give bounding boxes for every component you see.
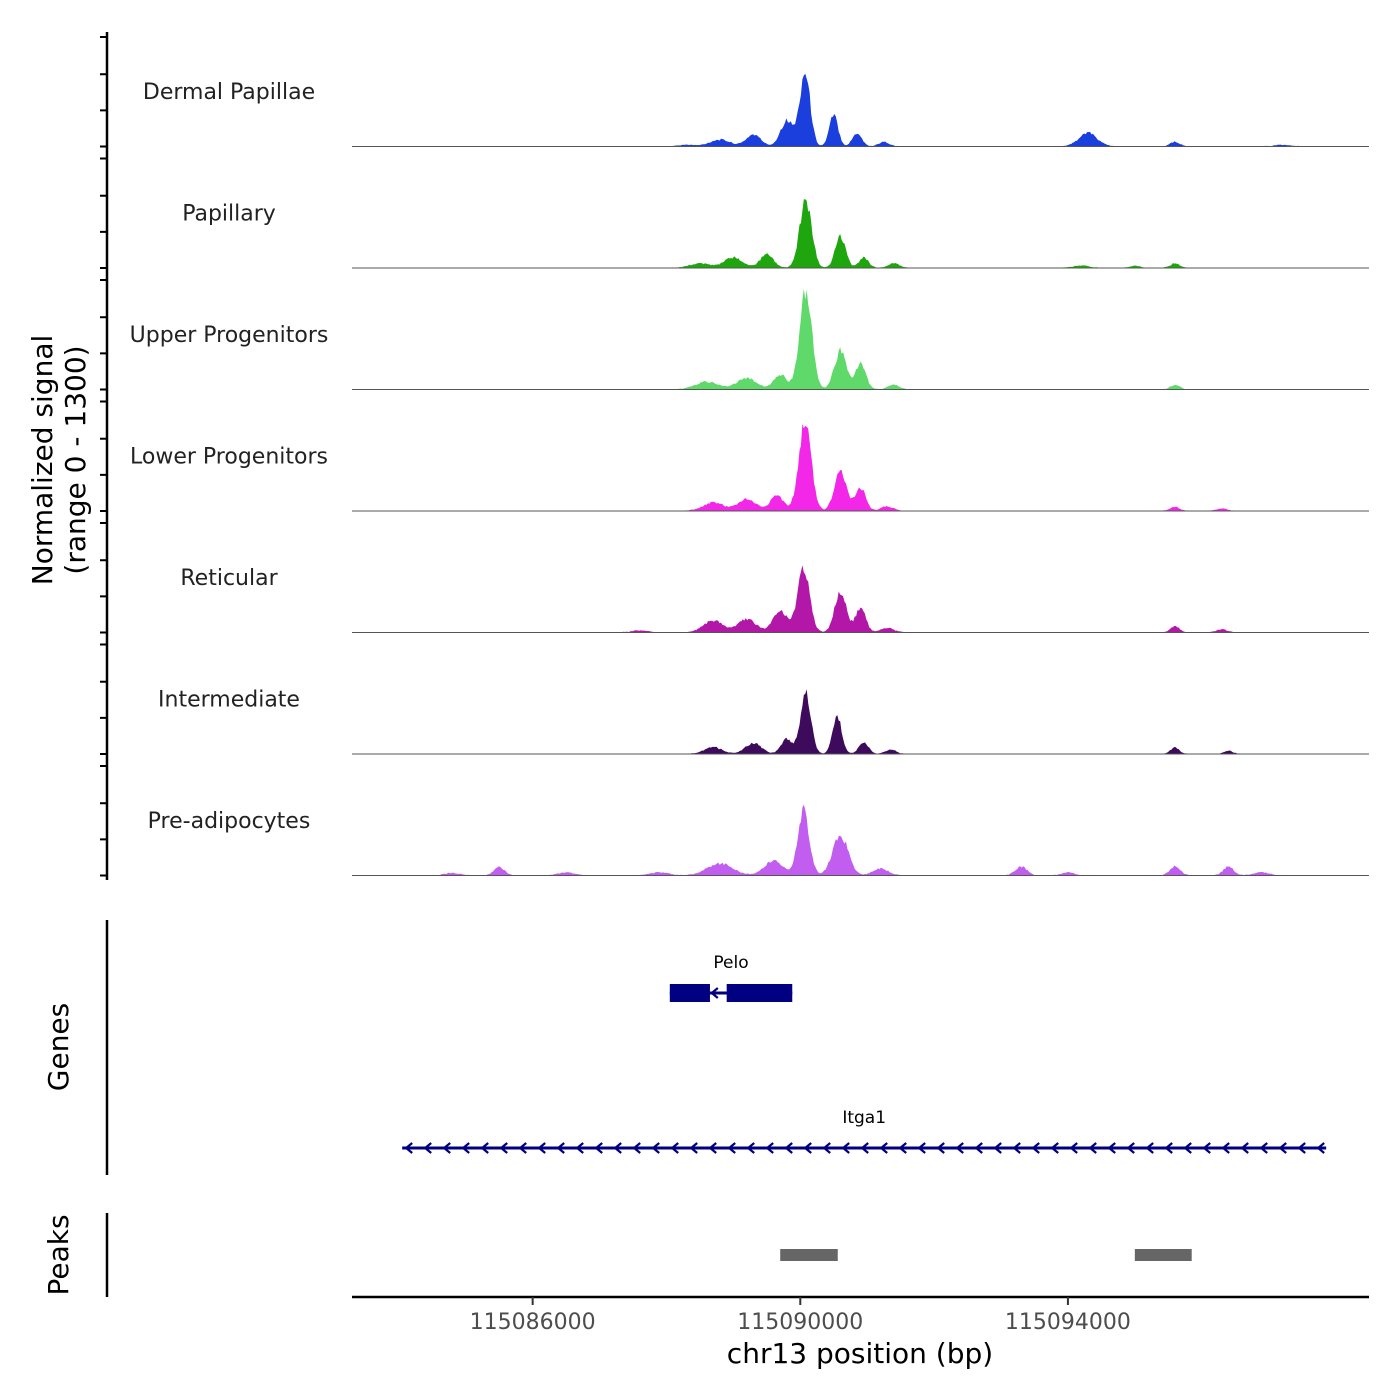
strand-arrow: [1259, 1142, 1268, 1154]
track-6: Pre-adipocytes: [148, 804, 1369, 876]
strand-arrow: [746, 1142, 755, 1154]
gene-name: Itga1: [842, 1108, 886, 1128]
strand-arrow: [537, 1142, 546, 1154]
x-axis: 115086000 115090000 115094000: [352, 1295, 1369, 1335]
gene-exon: [726, 984, 793, 1002]
strand-arrow: [917, 1142, 926, 1154]
track-2: Upper Progenitors: [130, 288, 1369, 390]
track-label: Dermal Papillae: [143, 80, 315, 105]
track-label: Lower Progenitors: [130, 445, 328, 470]
signal-y-axis: [100, 32, 109, 880]
strand-arrow: [708, 1142, 717, 1154]
genes-track: Pelo Itga1: [105, 920, 1327, 1175]
strand-arrow: [651, 1142, 660, 1154]
strand-arrow: [1183, 1142, 1192, 1154]
peaks-track: [105, 1213, 1192, 1297]
strand-arrow: [689, 1142, 698, 1154]
track-4: Reticular: [180, 565, 1369, 633]
strand-arrow: [803, 1142, 812, 1154]
gene-name: Pelo: [713, 953, 748, 973]
x-tick-label: 115086000: [470, 1310, 596, 1335]
strand-arrow: [765, 1142, 774, 1154]
strand-arrow: [556, 1142, 565, 1154]
peak-region: [780, 1249, 838, 1261]
coverage-area: [352, 565, 1322, 633]
track-1: Papillary: [182, 199, 1369, 269]
x-tick-label: 115094000: [1005, 1310, 1131, 1335]
coverage-area: [352, 199, 1322, 268]
coverage-area: [352, 73, 1322, 147]
strand-arrow: [1297, 1142, 1306, 1154]
strand-arrow: [1107, 1142, 1116, 1154]
coverage-area: [352, 288, 1322, 390]
strand-arrow: [898, 1142, 907, 1154]
strand-arrow: [404, 1142, 413, 1154]
x-tick-label: 115090000: [737, 1310, 863, 1335]
strand-arrow: [1012, 1142, 1021, 1154]
y-axis-range-label: (range 0 - 1300): [59, 345, 92, 574]
strand-arrow: [480, 1142, 489, 1154]
strand-arrow: [727, 1142, 736, 1154]
strand-arrow: [423, 1142, 432, 1154]
strand-arrow: [1126, 1142, 1135, 1154]
track-label: Pre-adipocytes: [148, 809, 311, 834]
genes-track-label: Genes: [42, 1003, 75, 1091]
strand-arrow: [1050, 1142, 1059, 1154]
gene-pelo: Pelo: [669, 953, 793, 1002]
strand-arrow: [1221, 1142, 1230, 1154]
strand-arrow: [1031, 1142, 1040, 1154]
strand-arrow: [1069, 1142, 1078, 1154]
strand-arrow: [461, 1142, 470, 1154]
strand-arrow: [974, 1142, 983, 1154]
coverage-area: [352, 804, 1322, 876]
strand-arrow: [518, 1142, 527, 1154]
coverage-area: [352, 689, 1322, 754]
strand-arrow: [993, 1142, 1002, 1154]
strand-arrow: [1145, 1142, 1154, 1154]
track-label: Papillary: [182, 202, 276, 227]
strand-arrow: [632, 1142, 641, 1154]
strand-arrow: [1240, 1142, 1249, 1154]
track-3: Lower Progenitors: [130, 423, 1369, 512]
strand-arrow: [955, 1142, 964, 1154]
strand-arrow: [841, 1142, 850, 1154]
strand-arrow: [1202, 1142, 1211, 1154]
x-axis-title: chr13 position (bp): [727, 1337, 993, 1370]
strand-arrow: [442, 1142, 451, 1154]
track-label: Intermediate: [158, 688, 300, 713]
strand-arrow: [936, 1142, 945, 1154]
strand-arrow: [1316, 1142, 1325, 1154]
y-axis-title: Normalized signal: [26, 335, 59, 586]
strand-arrow: [1088, 1142, 1097, 1154]
track-label: Reticular: [180, 566, 278, 591]
peak-region: [1134, 1249, 1192, 1261]
gene-itga1: Itga1: [402, 1108, 1327, 1154]
strand-arrow: [784, 1142, 793, 1154]
strand-arrow: [575, 1142, 584, 1154]
track-0: Dermal Papillae: [143, 73, 1369, 147]
strand-arrow: [710, 987, 719, 999]
strand-arrow: [879, 1142, 888, 1154]
strand-arrow: [860, 1142, 869, 1154]
strand-arrow: [613, 1142, 622, 1154]
strand-arrow: [1164, 1142, 1173, 1154]
strand-arrow: [670, 1142, 679, 1154]
strand-arrow: [594, 1142, 603, 1154]
gene-exon: [669, 984, 710, 1002]
peaks-track-label: Peaks: [42, 1214, 75, 1295]
coverage-tracks: Dermal Papillae Papillary Upper Progenitor…: [130, 73, 1369, 876]
strand-arrow: [1278, 1142, 1287, 1154]
coverage-area: [352, 423, 1322, 511]
strand-arrow: [822, 1142, 831, 1154]
track-5: Intermediate: [158, 688, 1369, 755]
track-label: Upper Progenitors: [130, 323, 329, 348]
strand-arrow: [499, 1142, 508, 1154]
